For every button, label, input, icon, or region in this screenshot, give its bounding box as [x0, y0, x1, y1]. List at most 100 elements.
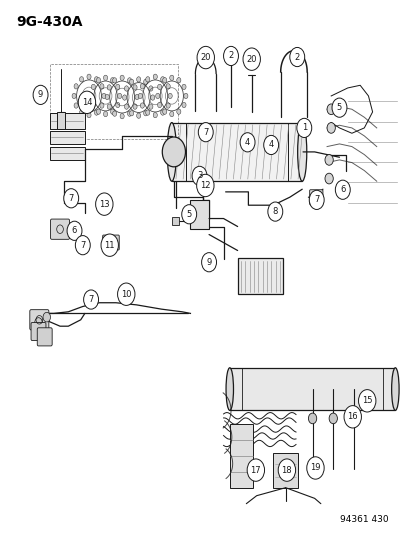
Circle shape [91, 102, 95, 108]
Circle shape [110, 109, 114, 114]
Circle shape [67, 221, 82, 240]
Circle shape [107, 85, 111, 90]
Circle shape [35, 318, 42, 327]
Text: 7: 7 [69, 194, 74, 203]
Text: 20: 20 [200, 53, 211, 62]
Circle shape [181, 102, 185, 108]
Circle shape [94, 77, 98, 82]
Circle shape [198, 177, 206, 188]
Text: 16: 16 [347, 413, 357, 421]
Text: 20: 20 [246, 55, 256, 63]
Text: 9: 9 [38, 91, 43, 99]
Circle shape [223, 46, 238, 66]
Circle shape [169, 75, 173, 80]
Bar [50, 131, 85, 144]
Circle shape [105, 94, 109, 100]
Circle shape [66, 197, 74, 206]
Circle shape [138, 93, 142, 99]
Circle shape [103, 75, 107, 80]
Ellipse shape [391, 368, 398, 410]
Text: 15: 15 [361, 397, 372, 405]
Circle shape [160, 110, 164, 115]
Circle shape [112, 78, 116, 83]
Circle shape [117, 93, 121, 99]
FancyBboxPatch shape [102, 235, 119, 250]
Text: 7: 7 [80, 241, 85, 249]
Circle shape [115, 102, 119, 108]
Text: 7: 7 [313, 196, 318, 204]
Circle shape [74, 103, 78, 108]
Text: 8: 8 [272, 207, 277, 216]
Text: 5: 5 [186, 210, 191, 219]
Circle shape [101, 234, 118, 256]
Circle shape [263, 135, 278, 155]
Text: 19: 19 [309, 464, 320, 472]
FancyBboxPatch shape [30, 310, 49, 330]
Circle shape [157, 102, 161, 108]
Text: 10: 10 [121, 290, 131, 298]
Circle shape [129, 110, 133, 116]
Circle shape [102, 93, 106, 99]
Circle shape [95, 193, 113, 215]
Circle shape [343, 406, 361, 428]
Circle shape [335, 180, 349, 199]
Text: 7: 7 [203, 128, 208, 136]
Text: 11: 11 [104, 241, 115, 249]
Circle shape [267, 202, 282, 221]
Ellipse shape [167, 123, 176, 181]
Circle shape [150, 95, 154, 100]
Text: 17: 17 [250, 466, 261, 474]
Circle shape [96, 109, 100, 114]
Circle shape [176, 109, 180, 114]
Circle shape [148, 104, 152, 109]
Circle shape [100, 103, 104, 108]
Text: 6: 6 [339, 185, 344, 194]
Circle shape [242, 48, 260, 70]
Text: 2: 2 [228, 52, 233, 60]
Text: 13: 13 [99, 200, 109, 208]
FancyBboxPatch shape [50, 219, 69, 239]
Circle shape [85, 296, 93, 306]
Text: 7: 7 [88, 295, 93, 304]
Text: 12: 12 [199, 181, 210, 190]
Circle shape [326, 123, 335, 133]
Circle shape [78, 91, 95, 114]
Bar [237, 258, 282, 294]
Circle shape [83, 290, 98, 309]
Text: 14: 14 [81, 98, 92, 107]
Circle shape [153, 74, 157, 79]
Circle shape [124, 104, 128, 109]
Circle shape [77, 242, 84, 252]
Circle shape [306, 457, 323, 479]
Bar [190, 200, 209, 229]
Circle shape [133, 85, 137, 90]
Circle shape [74, 84, 78, 89]
Circle shape [196, 174, 214, 197]
Circle shape [145, 110, 150, 115]
Bar [229, 368, 394, 410]
Text: 9G-430A: 9G-430A [17, 15, 83, 29]
Text: 2: 2 [294, 53, 299, 61]
Circle shape [162, 137, 185, 167]
Circle shape [197, 46, 214, 69]
Circle shape [162, 109, 166, 114]
Text: 3: 3 [197, 172, 202, 180]
Circle shape [145, 77, 150, 82]
Circle shape [120, 75, 124, 80]
Text: 4: 4 [244, 138, 249, 147]
Circle shape [115, 84, 119, 90]
Circle shape [181, 205, 196, 224]
Circle shape [349, 413, 357, 424]
Circle shape [112, 111, 116, 116]
Circle shape [176, 78, 180, 83]
Text: 6: 6 [72, 227, 77, 235]
Circle shape [247, 459, 264, 481]
Circle shape [33, 85, 48, 104]
Bar [50, 113, 85, 129]
FancyBboxPatch shape [37, 328, 52, 346]
Circle shape [136, 77, 140, 82]
Circle shape [43, 312, 50, 322]
Circle shape [324, 173, 332, 184]
Circle shape [72, 93, 76, 99]
Circle shape [181, 84, 185, 90]
